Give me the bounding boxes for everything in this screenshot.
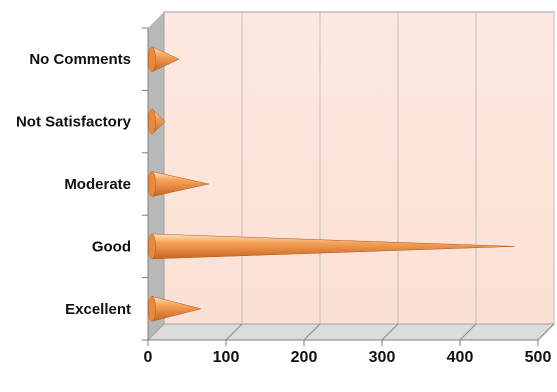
x-tick-label: 500 [525,349,552,366]
cone-base [148,296,156,322]
floor-gridline [459,323,477,341]
gridlines [225,12,555,341]
floor [146,323,556,341]
category-label: Moderate [64,176,131,193]
floor-gridline [381,323,399,341]
x-tick-label: 100 [213,349,240,366]
floor-gridline [537,323,555,341]
category-label: Good [92,238,131,255]
floor-gridline [225,323,243,341]
category-label: Not Satisfactory [16,114,132,131]
x-tick-label: 200 [291,349,318,366]
cone-base [148,108,156,135]
cone-bars [148,46,515,322]
x-tick-label: 0 [144,349,153,366]
cone-base [148,46,156,72]
axes [142,27,539,346]
floor-gridline [303,323,321,341]
cone-base [148,171,156,197]
category-label: Excellent [65,301,131,318]
cone-base [148,233,156,260]
back-wall [163,11,555,325]
x-tick-labels: 0 100 200 300 400 500 [144,349,552,366]
x-tick-label: 400 [447,349,474,366]
x-tick-label: 300 [369,349,396,366]
category-label: No Comments [29,51,131,68]
category-labels: Excellent Good Moderate Not Satisfactory No … [16,51,132,318]
